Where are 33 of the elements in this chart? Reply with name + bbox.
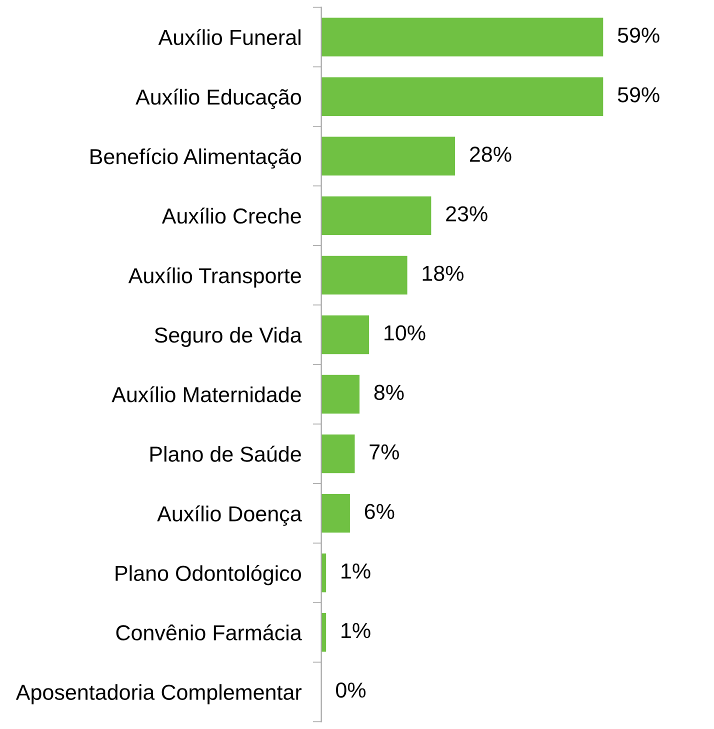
y-tick-label: Benefício Alimentação <box>90 148 301 169</box>
data-label: 59% <box>618 87 660 102</box>
bar <box>321 374 360 414</box>
bar <box>321 315 370 354</box>
y-tick-label: Auxílio Educação <box>136 88 301 110</box>
data-label: 59% <box>618 28 660 43</box>
bar <box>321 434 355 474</box>
bar <box>321 77 604 116</box>
y-tick-label: Auxílio Creche <box>162 208 301 224</box>
data-label: 7% <box>370 444 399 460</box>
bar <box>321 136 456 176</box>
data-label: 18% <box>422 266 464 281</box>
data-label: 6% <box>364 504 394 520</box>
data-label: 10% <box>384 325 426 341</box>
bar <box>321 494 350 533</box>
data-label: 1% <box>342 623 370 638</box>
y-tick-label: Plano Odontológico <box>116 564 301 586</box>
data-label: 28% <box>470 146 512 162</box>
y-tick-label: Auxílio Transporte <box>128 267 301 288</box>
y-tick-label: Plano de Saúde <box>150 446 301 462</box>
bar <box>321 196 432 236</box>
data-label: 1% <box>342 564 370 579</box>
y-tick-label: Auxílio Maternidade <box>112 386 301 402</box>
bar <box>321 18 604 56</box>
y-tick-label: Auxílio Doença <box>157 505 302 526</box>
bar <box>321 256 408 295</box>
data-label: 8% <box>374 384 404 400</box>
data-label: 23% <box>446 206 488 222</box>
y-tick-label: Auxílio Funeral <box>158 29 300 46</box>
y-tick-label: Seguro de Vida <box>154 326 302 347</box>
y-tick-label: Convênio Farmácia <box>116 624 302 640</box>
data-label: 0% <box>336 682 366 698</box>
y-tick-label: Aposentadoria Complementar <box>16 684 302 704</box>
